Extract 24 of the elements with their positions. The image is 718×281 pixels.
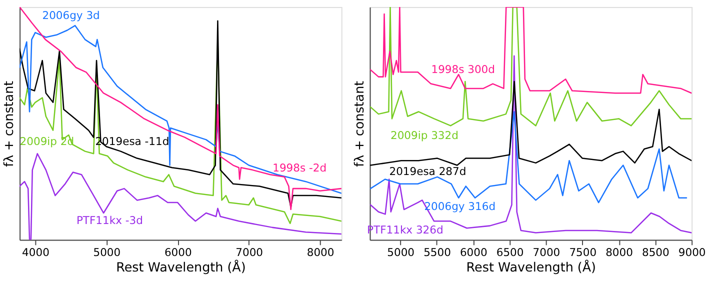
x-tick-label: 7000 — [236, 246, 264, 259]
y-axis-title: fλ + constant — [351, 80, 366, 167]
x-tick-label: 9000 — [678, 246, 706, 259]
series-label: 2019esa 287d — [389, 165, 466, 178]
x-tick-label: 8500 — [642, 246, 670, 259]
y-axis-title: fλ + constant — [1, 80, 16, 167]
x-axis-title: Rest Wavelength (Å) — [466, 260, 596, 275]
x-tick-label: 5500 — [424, 246, 452, 259]
x-tick-label: 6000 — [164, 246, 192, 259]
x-axis-title: Rest Wavelength (Å) — [116, 260, 246, 275]
x-tick-label: 4000 — [22, 246, 50, 259]
series-label: 1998s -2d — [272, 162, 327, 175]
series-label: 2006gy 3d — [42, 9, 100, 22]
x-tick-label: 6000 — [460, 246, 488, 259]
series-label: PTF11kx -3d — [76, 214, 143, 228]
x-tick-label: 8000 — [306, 246, 334, 259]
x-tick-label: 5000 — [387, 246, 415, 259]
x-tick-label: 7000 — [532, 246, 560, 259]
x-tick-label: 8000 — [606, 246, 634, 259]
x-tick-label: 5000 — [93, 246, 121, 259]
x-tick-label: 6500 — [496, 246, 524, 259]
series-label: 1998s 300d — [431, 62, 495, 76]
x-tick-label: 7500 — [569, 246, 597, 259]
series-label: 2009ip 332d — [390, 129, 458, 142]
